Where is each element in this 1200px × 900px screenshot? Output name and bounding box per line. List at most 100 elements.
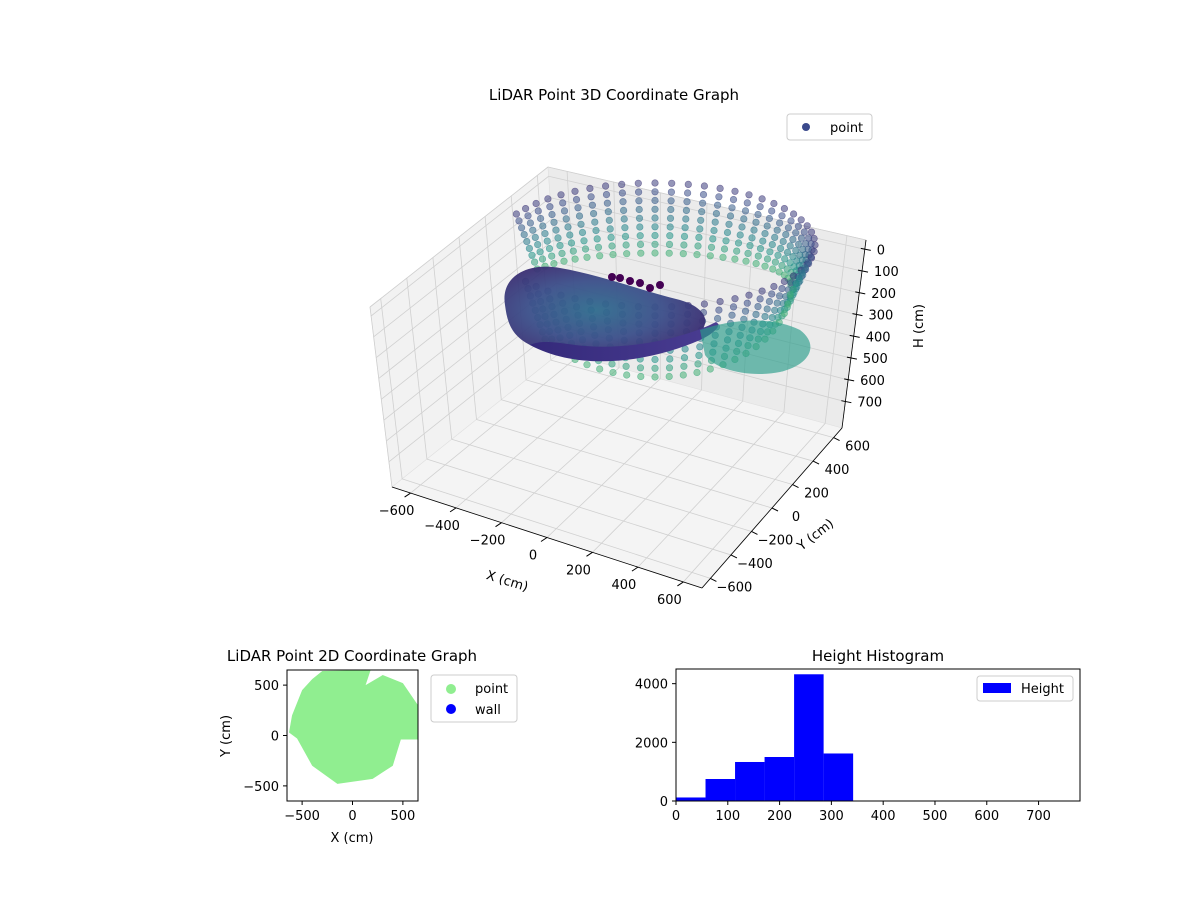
cloud-point [754,210,762,219]
x-tick-label-3d: 600 [657,593,682,608]
cloud-point [696,343,704,351]
cloud-point [750,226,758,234]
cloud-point [756,245,765,253]
z-axis-label-3d: H (cm) [912,304,927,348]
cloud-point [734,239,743,247]
x-tick-3d [677,581,684,587]
chart-3d: LiDAR Point 3D Coordinate Graph −600 −400… [369,86,927,608]
y-tick-label-2d: 500 [254,679,279,694]
cloud-point [588,201,597,209]
cloud-point [528,251,536,259]
cloud-point [778,212,786,220]
cloud-point [636,364,645,372]
y-axis-label-3d: Y (cm) [794,516,837,554]
z-tick-3d [852,313,863,317]
cloud-point [700,182,709,190]
y-tick-3d [751,531,758,535]
cloud-point [620,215,628,223]
x-axis-3d: −600 −400 −200 0 200 400 600 [379,486,703,608]
cloud-point [770,199,778,208]
cloud-point [709,235,717,243]
cloud-point [564,223,572,231]
z-tick-label-3d: 500 [863,352,888,367]
cloud-point [651,188,659,196]
scatter-2d-point-region [289,670,418,784]
x-tick-label-3d: 0 [529,549,537,564]
histogram-bar [676,797,706,801]
cloud-point [667,188,676,196]
legend-3d-label: point [830,121,863,136]
x-tick-3d [404,492,411,498]
cloud-point [775,219,784,227]
x-tick-label-histogram: 600 [974,809,999,824]
y-tick-label-2d: −500 [243,780,279,795]
cloud-point [515,217,523,225]
cloud-point [794,222,803,230]
cloud-point [797,216,805,224]
cloud-point [776,244,785,252]
cloud-point [548,210,556,219]
cloud-point [635,205,643,214]
cloud-point [619,198,627,206]
cloud-point [524,212,532,220]
cloud-point [804,258,812,266]
cloud-point [634,179,642,187]
axes-2d: −500 0 500 −500 0 500 [243,679,415,824]
cloud-point [771,233,779,241]
cloud-point [665,249,673,257]
cloud-point [792,280,800,288]
cloud-point [698,199,707,207]
cloud-dense-region [504,266,706,354]
cloud-point [668,179,676,187]
cloud-point [743,199,751,207]
legend-histogram: Height [976,675,1074,702]
cloud-point [607,233,615,241]
cloud-point [752,310,760,319]
legend-histogram-swatch [983,683,1011,693]
z-tick-label-3d: 600 [860,374,885,389]
x-tick-label-3d: 400 [612,578,637,593]
cloud-point [694,360,702,368]
x-tick-label-2d: 500 [390,809,415,824]
cloud-point [567,239,576,247]
cloud-point [571,187,579,195]
cloud-point [706,365,714,373]
cloud-point [679,371,687,379]
cloud-point [715,193,723,201]
cloud-point [618,189,627,197]
cloud-point [731,295,739,303]
cloud-point [558,249,566,257]
cloud-point [552,226,560,234]
y-tick-label-2d: 0 [271,730,279,745]
cloud-point [722,237,730,245]
y-tick-label-3d: −400 [737,557,773,572]
cloud-point [517,224,526,232]
x-tick-label-histogram: 100 [715,809,740,824]
cloud-point [623,250,631,258]
cloud-point [786,291,794,299]
x-tick-label-2d: −500 [284,809,320,824]
cloud-point [557,191,565,199]
x-axis-label-3d: X (cm) [484,568,530,595]
cloud-point [696,225,704,233]
cloud-point [651,214,659,222]
cloud-point [651,205,659,213]
cloud-point [667,197,675,205]
cloud-point [780,309,788,318]
cloud-point [695,233,703,241]
cloud-point [773,299,781,307]
y-tick-3d [710,577,717,582]
cloud-point [680,354,689,362]
cloud-point [665,240,674,248]
cloud-point [698,208,706,216]
cloud-point [768,290,776,298]
cloud-point [587,193,595,201]
cloud-point [759,237,767,245]
cloud-point [752,260,760,268]
plot-area-histogram [675,668,1081,802]
x-tick-label-3d: −200 [470,534,506,549]
cloud-point [754,252,762,260]
cloud-point [634,188,643,196]
x-tick-label-histogram: 400 [871,809,896,824]
